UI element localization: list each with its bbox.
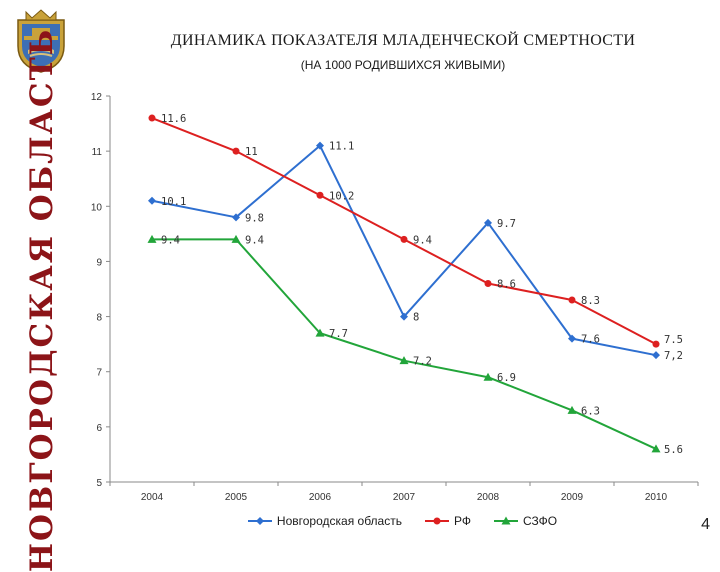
data-label-2-0: 9.4 bbox=[161, 234, 180, 246]
labels-layer: 10.1 9.8 11.1 8 9.7 7.6 7,2 11.6 11 10.2 9.4 8.6 8.3… bbox=[161, 113, 683, 456]
data-label-0-6: 7,2 bbox=[664, 350, 683, 362]
y-tick-label: 9 bbox=[96, 257, 102, 268]
legend-symbol-0 bbox=[255, 517, 264, 525]
data-point-2-6 bbox=[651, 444, 661, 453]
data-point-0-5 bbox=[568, 334, 576, 343]
region-title: НОВГОРОДСКАЯ ОБЛАСТЬ bbox=[24, 27, 60, 572]
data-point-1-6 bbox=[652, 340, 660, 348]
legend-symbol-2 bbox=[501, 516, 511, 525]
legend-label-2: СЗФО bbox=[522, 514, 558, 528]
series-line-1 bbox=[151, 117, 657, 346]
data-label-0-1: 9.8 bbox=[245, 212, 264, 224]
data-label-1-0: 11.6 bbox=[161, 113, 186, 125]
data-point-2-1 bbox=[231, 234, 241, 243]
data-label-2-6: 5.6 bbox=[664, 444, 683, 456]
data-point-0-2 bbox=[316, 141, 324, 150]
data-label-2-5: 6.3 bbox=[581, 405, 600, 417]
data-label-2-4: 6.9 bbox=[497, 372, 516, 384]
data-point-2-0 bbox=[147, 234, 157, 243]
data-point-0-3 bbox=[400, 312, 408, 321]
legend-item-0: Новгородская область bbox=[247, 514, 402, 528]
y-tick-label: 6 bbox=[96, 423, 102, 434]
x-tick-label: 2010 bbox=[645, 492, 668, 503]
data-point-1-0 bbox=[148, 114, 156, 122]
x-tick-label: 2006 bbox=[309, 492, 332, 503]
legend-label-1: РФ bbox=[453, 514, 471, 528]
legend-marker-2 bbox=[493, 516, 518, 525]
data-point-1-5 bbox=[568, 296, 576, 304]
y-tick-label: 10 bbox=[91, 202, 103, 213]
data-point-2-5 bbox=[567, 405, 577, 414]
chart-legend: Новгородская область РФ СЗФО bbox=[84, 514, 720, 528]
data-point-2-2 bbox=[315, 328, 325, 337]
x-tick-label: 2007 bbox=[393, 492, 416, 503]
legend-marker-1 bbox=[424, 517, 449, 525]
x-tick-label: 2004 bbox=[141, 492, 164, 503]
data-label-1-3: 9.4 bbox=[413, 234, 432, 246]
data-label-0-4: 9.7 bbox=[497, 218, 516, 230]
y-tick-label: 8 bbox=[96, 313, 102, 324]
legend-symbol-1 bbox=[433, 517, 441, 525]
data-point-2-4 bbox=[483, 372, 493, 381]
legend-label-0: Новгородская область bbox=[276, 514, 402, 528]
series-line-0 bbox=[151, 144, 657, 357]
data-label-2-2: 7.7 bbox=[329, 328, 348, 340]
x-tick-label: 2009 bbox=[561, 492, 584, 503]
coat-of-arms-icon bbox=[17, 9, 65, 73]
side-band: НОВГОРОДСКАЯ ОБЛАСТЬ bbox=[0, 0, 84, 572]
data-point-1-1 bbox=[232, 147, 240, 155]
chart-title: ДИНАМИКА ПОКАЗАТЕЛЯ МЛАДЕНЧЕСКОЙ СМЕРТНО… bbox=[170, 32, 636, 49]
y-tick-label: 5 bbox=[96, 478, 102, 489]
data-label-1-6: 7.5 bbox=[664, 334, 683, 346]
data-point-0-6 bbox=[652, 351, 660, 360]
line-chart: 5 6 7 8 9 10 11 12 2004 2005 2006 2007 2008 2009 2010 … bbox=[84, 84, 720, 540]
data-label-2-1: 9.4 bbox=[245, 234, 264, 246]
legend-marker-0 bbox=[247, 517, 272, 525]
page-number: 4 bbox=[701, 516, 710, 533]
legend-item-1: РФ bbox=[424, 514, 471, 528]
data-point-1-2 bbox=[316, 191, 324, 199]
y-tick-label: 12 bbox=[91, 92, 103, 103]
data-point-2-3 bbox=[399, 356, 409, 365]
data-label-1-4: 8.6 bbox=[497, 278, 516, 290]
data-label-0-2: 11.1 bbox=[329, 141, 354, 153]
axes-layer: 5 6 7 8 9 10 11 12 2004 2005 2006 2007 2008 2009 2010 bbox=[91, 92, 699, 503]
data-point-1-4 bbox=[484, 279, 492, 287]
data-point-0-0 bbox=[148, 196, 156, 205]
series-layer bbox=[147, 114, 661, 453]
data-label-2-3: 7.2 bbox=[413, 356, 432, 368]
legend-item-2: СЗФО bbox=[493, 514, 557, 528]
data-point-1-3 bbox=[400, 235, 408, 243]
y-tick-label: 11 bbox=[92, 147, 103, 158]
data-label-0-3: 8 bbox=[413, 312, 419, 324]
data-label-1-5: 8.3 bbox=[581, 295, 600, 307]
x-tick-label: 2005 bbox=[225, 492, 248, 503]
data-point-0-4 bbox=[484, 218, 492, 227]
data-label-0-0: 10.1 bbox=[161, 196, 186, 208]
data-label-0-5: 7.6 bbox=[581, 334, 600, 346]
data-label-1-2: 10.2 bbox=[329, 190, 354, 202]
x-tick-label: 2008 bbox=[477, 492, 500, 503]
chart-subtitle: (НА 1000 РОДИВШИХСЯ ЖИВЫМИ) bbox=[300, 58, 506, 72]
data-label-1-1: 11 bbox=[245, 146, 258, 158]
y-tick-label: 7 bbox=[96, 368, 102, 379]
data-point-0-1 bbox=[232, 213, 240, 222]
